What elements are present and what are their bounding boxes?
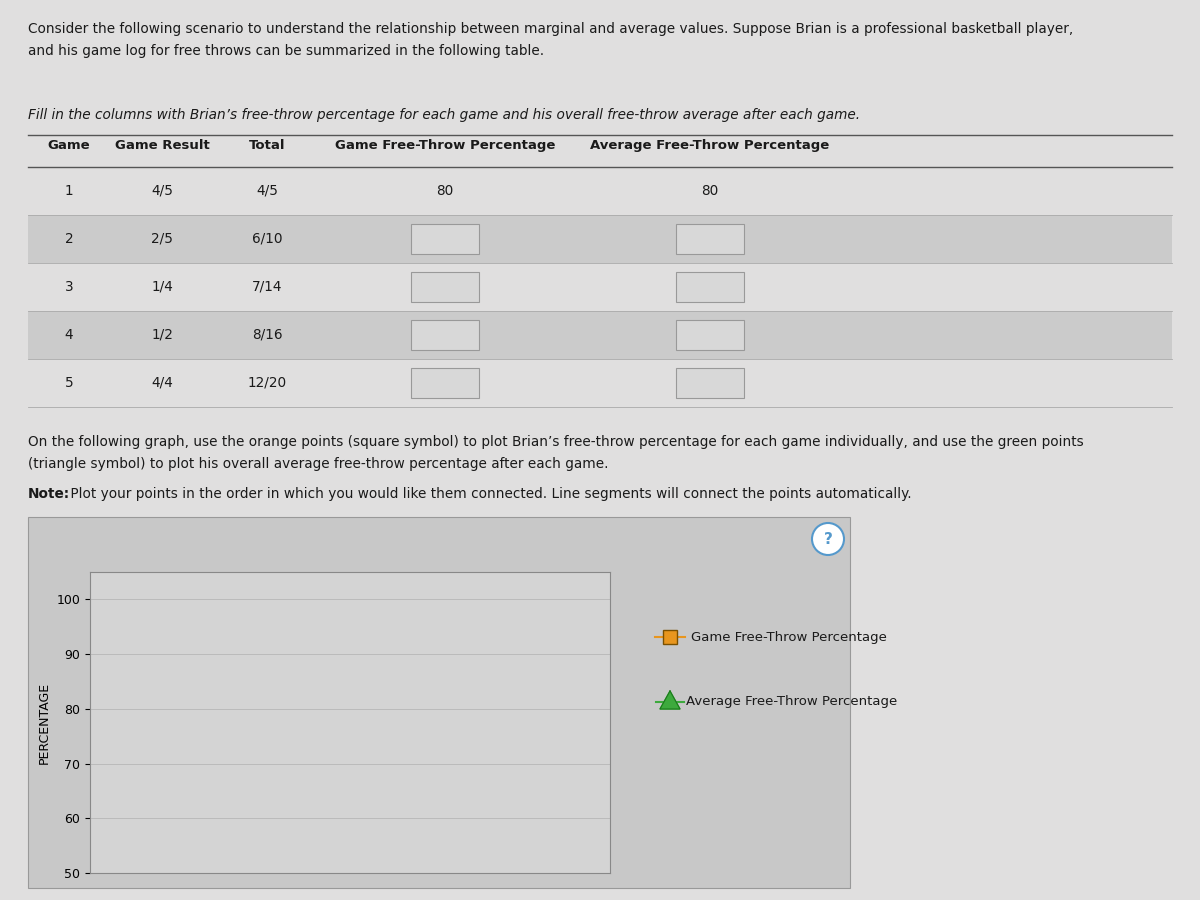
Bar <box>28 311 1172 359</box>
Text: Game Free-Throw Percentage: Game Free-Throw Percentage <box>691 631 887 644</box>
Bar <box>410 272 479 302</box>
Text: (triangle symbol) to plot his overall average free-throw percentage after each g: (triangle symbol) to plot his overall av… <box>28 457 608 471</box>
Text: 80: 80 <box>437 184 454 198</box>
Bar <box>662 630 677 644</box>
Text: 5: 5 <box>65 376 73 390</box>
Text: 3: 3 <box>65 280 73 294</box>
Text: 4/4: 4/4 <box>151 376 174 390</box>
Bar <box>410 224 479 254</box>
Text: On the following graph, use the orange points (square symbol) to plot Brian’s fr: On the following graph, use the orange p… <box>28 435 1084 449</box>
Text: Note:: Note: <box>28 487 70 501</box>
Text: 80: 80 <box>701 184 719 198</box>
Bar <box>676 368 744 398</box>
Text: Game Free-Throw Percentage: Game Free-Throw Percentage <box>335 139 556 152</box>
Y-axis label: PERCENTAGE: PERCENTAGE <box>38 681 50 763</box>
Text: 6/10: 6/10 <box>252 232 283 246</box>
Bar <box>676 224 744 254</box>
Bar <box>410 320 479 350</box>
Text: Consider the following scenario to understand the relationship between marginal : Consider the following scenario to under… <box>28 22 1073 36</box>
Text: Fill in the columns with Brian’s free-throw percentage for each game and his ove: Fill in the columns with Brian’s free-th… <box>28 108 860 122</box>
Text: 1/2: 1/2 <box>151 328 174 342</box>
Text: 4: 4 <box>65 328 73 342</box>
Text: 12/20: 12/20 <box>248 376 287 390</box>
Text: 4/5: 4/5 <box>257 184 278 198</box>
Text: 1/4: 1/4 <box>151 280 174 294</box>
Text: 8/16: 8/16 <box>252 328 283 342</box>
Text: Average Free-Throw Percentage: Average Free-Throw Percentage <box>686 696 898 708</box>
Text: 1: 1 <box>65 184 73 198</box>
Text: 4/5: 4/5 <box>151 184 174 198</box>
Text: Game Result: Game Result <box>115 139 210 152</box>
Text: 7/14: 7/14 <box>252 280 283 294</box>
Text: ?: ? <box>823 532 833 546</box>
Bar <box>676 320 744 350</box>
Polygon shape <box>660 691 680 709</box>
Text: and his game log for free throws can be summarized in the following table.: and his game log for free throws can be … <box>28 44 544 58</box>
Text: 2: 2 <box>65 232 73 246</box>
Bar <box>28 215 1172 263</box>
Text: Average Free-Throw Percentage: Average Free-Throw Percentage <box>590 139 829 152</box>
Bar <box>676 272 744 302</box>
Text: Total: Total <box>250 139 286 152</box>
Text: Plot your points in the order in which you would like them connected. Line segme: Plot your points in the order in which y… <box>66 487 912 501</box>
Text: 2/5: 2/5 <box>151 232 174 246</box>
Circle shape <box>812 523 844 555</box>
Bar <box>410 368 479 398</box>
Bar <box>28 517 850 888</box>
Text: Game: Game <box>48 139 90 152</box>
